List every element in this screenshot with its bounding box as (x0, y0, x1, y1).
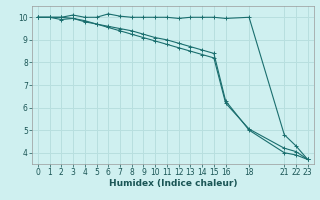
X-axis label: Humidex (Indice chaleur): Humidex (Indice chaleur) (108, 179, 237, 188)
